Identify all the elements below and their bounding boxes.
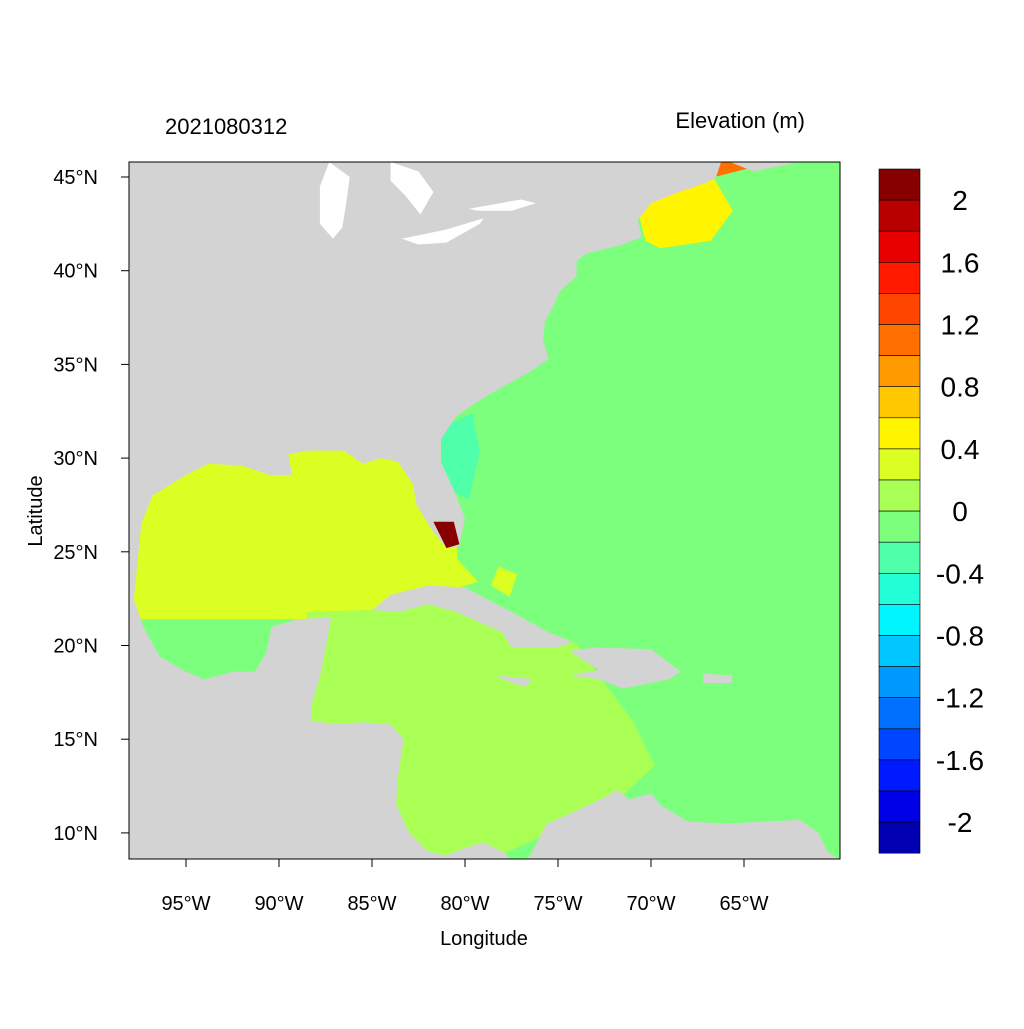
colorbar-box <box>878 728 921 761</box>
colorbar: 2 1.6 1.2 0.8 0.4 0 -0.4 -0.8 -1.2 -1.6 -2 <box>878 168 984 854</box>
lake-huron <box>390 162 434 215</box>
lon-tick-label: 90°W <box>254 893 303 915</box>
lake-erie <box>401 218 484 245</box>
lon-tick-label: 75°W <box>533 893 582 915</box>
lat-tick-label: 40°N <box>53 261 98 283</box>
colorbar-box <box>878 821 921 854</box>
colorbar-label: 0 <box>952 496 968 527</box>
map-area <box>129 162 840 859</box>
lat-tick-label: 25°N <box>53 542 98 564</box>
colorbar-box <box>878 635 921 667</box>
colorbar-label: -1.2 <box>936 683 984 714</box>
lon-tick-label: 85°W <box>347 893 396 915</box>
colorbar-label: -1.6 <box>936 745 984 776</box>
lon-tick-label: 65°W <box>719 893 768 915</box>
variable-title: Elevation (m) <box>675 108 805 133</box>
lat-tick-label: 15°N <box>53 729 98 751</box>
colorbar-box <box>878 510 921 543</box>
colorbar-box <box>878 168 921 201</box>
colorbar-label: -0.4 <box>936 558 984 589</box>
colorbar-box <box>878 261 921 294</box>
date-title: 2021080312 <box>165 114 287 139</box>
colorbar-box <box>878 697 921 730</box>
colorbar-box <box>878 541 921 574</box>
lat-tick-label: 20°N <box>53 636 98 658</box>
north-america-land <box>129 162 722 859</box>
colorbar-box <box>878 293 921 325</box>
jamaica-land <box>496 675 534 687</box>
colorbar-box <box>878 790 921 823</box>
colorbar-box <box>878 230 921 263</box>
colorbar-box <box>878 199 921 232</box>
lat-tick-label: 35°N <box>53 354 98 376</box>
bahamas-bank-water <box>491 566 518 597</box>
map-frame <box>128 161 841 860</box>
cuba-land <box>372 585 573 648</box>
colorbar-label: 2 <box>952 185 968 216</box>
x-axis-label: Longitude <box>440 928 528 950</box>
south-florida-inundation <box>433 521 460 549</box>
georgia-shelf-water <box>440 413 480 500</box>
south-america-land <box>526 789 839 859</box>
lon-tick-label: 95°W <box>161 893 210 915</box>
colorbar-box <box>878 572 921 605</box>
colorbar-box <box>878 479 921 512</box>
lake-ontario <box>468 199 536 211</box>
colorbar-label: 1.6 <box>941 247 980 278</box>
colorbar-box <box>878 448 921 481</box>
gulf-of-mexico-water <box>129 439 478 620</box>
colorbar-box <box>878 604 921 636</box>
colorbar-box <box>878 417 921 450</box>
colorbar-box <box>878 386 921 419</box>
colorbar-box <box>878 355 921 388</box>
colorbar-box <box>878 759 921 792</box>
colorbar-label: 0.4 <box>941 434 980 465</box>
lat-tick-label: 10°N <box>53 823 98 845</box>
y-axis-label: Latitude <box>25 475 47 546</box>
lake-michigan <box>319 162 350 239</box>
colorbar-label: 0.8 <box>941 372 980 403</box>
colorbar-label: 1.2 <box>941 310 980 341</box>
nova-scotia-land <box>730 162 800 172</box>
lat-tick-label: 30°N <box>53 448 98 470</box>
puerto-rico-land <box>703 673 733 683</box>
lon-tick-label: 70°W <box>626 893 675 915</box>
colorbar-box <box>878 666 921 698</box>
hispaniola-land <box>569 647 681 689</box>
colorbar-label: -2 <box>948 807 973 838</box>
axis-ticks: 95°W 90°W 85°W 80°W 75°W 70°W 65°W 45°N 40°N 35°N… <box>53 167 768 915</box>
colorbar-box <box>878 324 921 356</box>
lon-tick-label: 80°W <box>440 893 489 915</box>
colorbar-label: -0.8 <box>936 621 984 652</box>
lat-tick-label: 45°N <box>53 167 98 189</box>
